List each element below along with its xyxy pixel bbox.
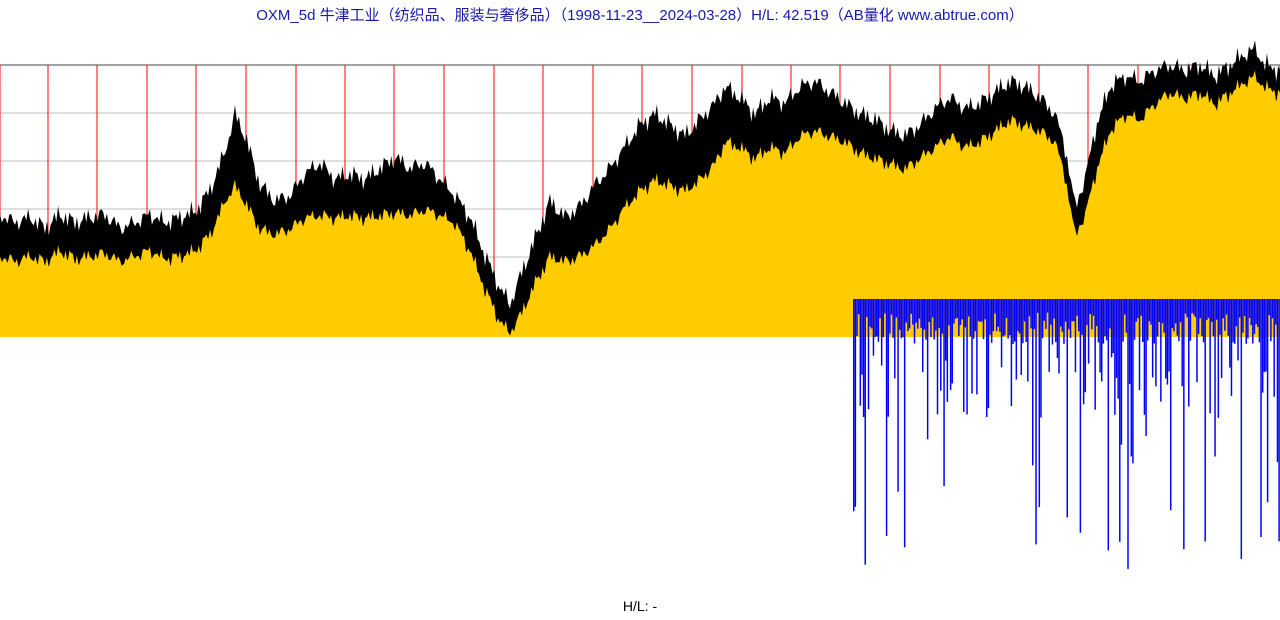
bottom-label: H/L: -	[0, 598, 1280, 614]
volume-chart-svg	[0, 299, 1280, 569]
price-chart	[0, 27, 1280, 299]
volume-chart	[0, 299, 1280, 569]
price-chart-svg	[0, 27, 1280, 337]
chart-title: OXM_5d 牛津工业（纺织品、服装与奢侈品）（1998-11-23__2024…	[0, 0, 1280, 27]
